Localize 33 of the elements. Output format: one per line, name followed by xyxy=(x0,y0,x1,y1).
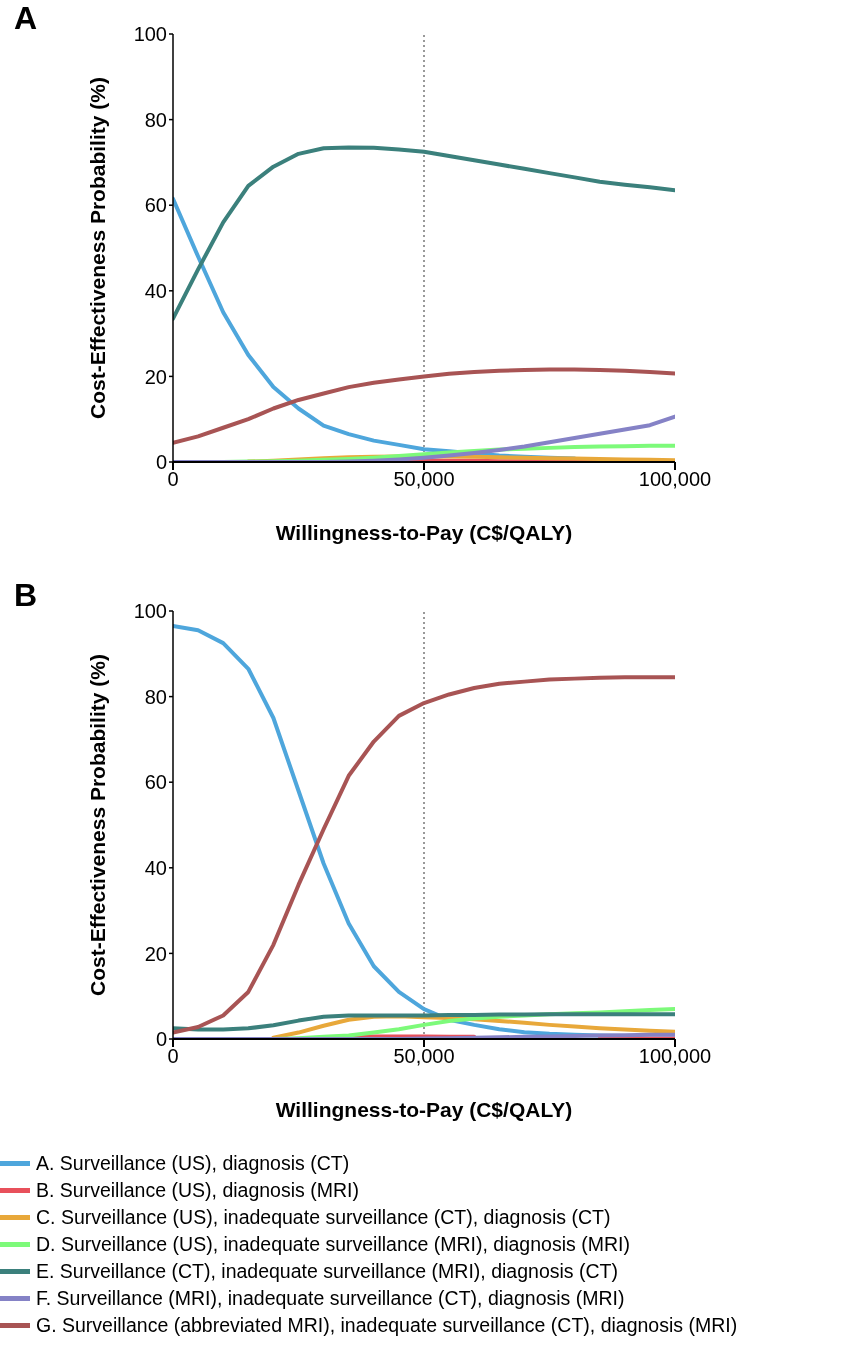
legend-label: G. Surveillance (abbreviated MRI), inadequate surveillance (CT), diagnosis (MRI) xyxy=(36,1313,738,1338)
line-series xyxy=(173,1012,675,1032)
y-axis-title: Cost-Effectiveness Probability (%) xyxy=(86,77,110,419)
legend-label: D. Surveillance (US), inadequate surveillance (MRI), diagnosis (MRI) xyxy=(36,1232,630,1257)
legend-label: E. Surveillance (CT), inadequate surveillance (MRI), diagnosis (CT) xyxy=(36,1259,618,1284)
legend-label: C. Surveillance (US), inadequate surveillance (CT), diagnosis (CT) xyxy=(36,1205,611,1230)
chart-title: B xyxy=(14,577,38,614)
y-tick-label: 40 xyxy=(144,279,167,302)
chart-title: A xyxy=(14,0,38,37)
y-tick-label: 20 xyxy=(144,365,167,388)
line-series xyxy=(173,367,675,445)
y-tick-label: 60 xyxy=(144,771,167,794)
y-tick-label: 80 xyxy=(144,108,167,131)
legend-label: A. Surveillance (US), diagnosis (CT) xyxy=(36,1151,350,1176)
y-tick-label: 60 xyxy=(144,194,167,217)
x-tick-label: 50,000 xyxy=(393,468,455,491)
y-tick-label: 100 xyxy=(133,23,167,46)
y-tick-label: 80 xyxy=(144,685,167,708)
x-tick-label: 50,000 xyxy=(393,1045,455,1068)
x-axis-title: Willingness-to-Pay (C$/QALY) xyxy=(275,1098,573,1121)
line-series xyxy=(173,675,675,1035)
y-tick-label: 100 xyxy=(133,600,167,623)
y-tick-label: 0 xyxy=(155,1028,167,1051)
y-axis-title: Cost-Effectiveness Probability (%) xyxy=(86,654,110,996)
y-tick-label: 0 xyxy=(155,451,167,474)
legend-label: B. Surveillance (US), diagnosis (MRI) xyxy=(36,1178,359,1203)
line-series xyxy=(173,145,675,321)
x-tick-label: 100,000 xyxy=(638,468,712,491)
y-tick-label: 40 xyxy=(144,856,167,879)
x-tick-label: 100,000 xyxy=(638,1045,712,1068)
legend-label: F. Surveillance (MRI), inadequate surveillance (CT), diagnosis (MRI) xyxy=(36,1286,625,1311)
x-axis-title: Willingness-to-Pay (C$/QALY) xyxy=(275,521,573,544)
y-tick-label: 20 xyxy=(144,942,167,965)
